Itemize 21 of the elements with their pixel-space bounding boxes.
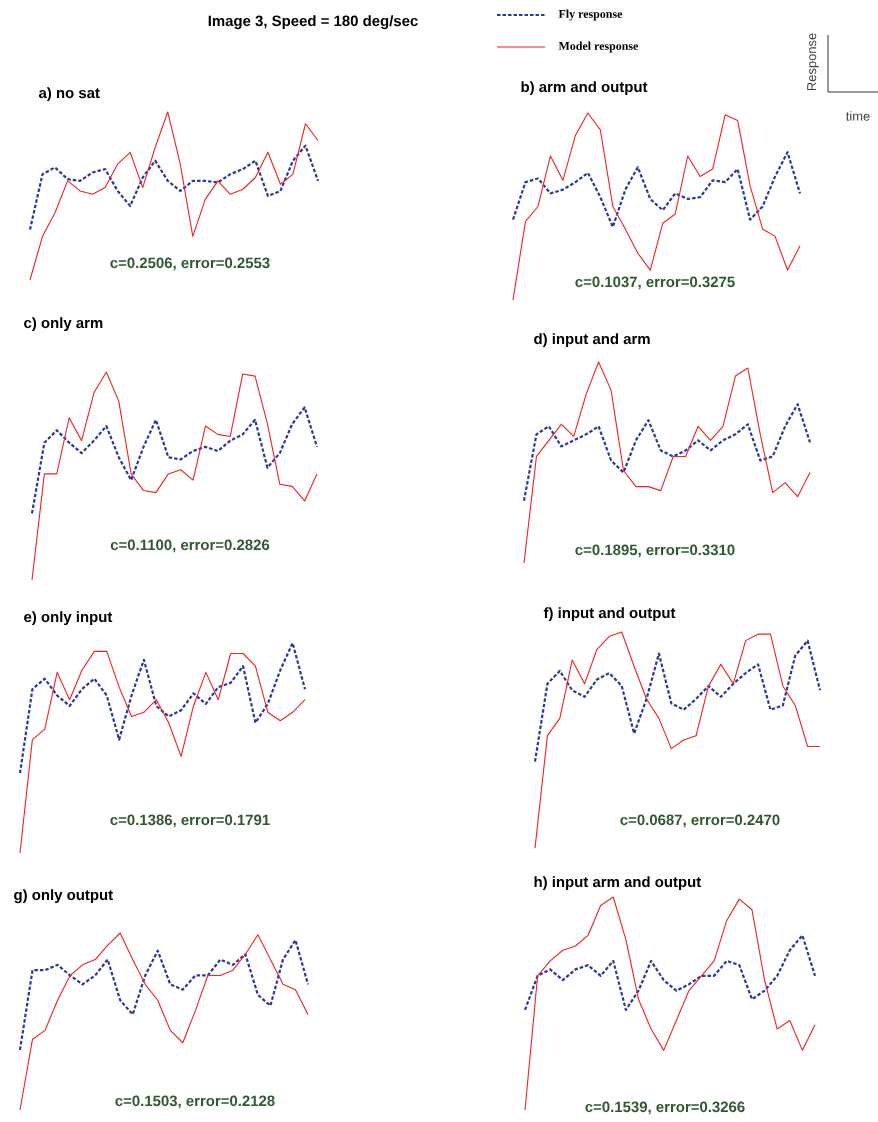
annotation: c=0.1037, error=0.3275 [575, 276, 735, 290]
annotation: c=0.2506, error=0.2553 [110, 257, 270, 271]
chart-title: c) only arm [23, 317, 103, 332]
x-axis-title: time [845, 111, 870, 121]
annotation: c=0.1539, error=0.3266 [585, 1101, 745, 1115]
legend-label: Model response [558, 41, 638, 53]
annotation: c=0.1386, error=0.1791 [110, 814, 270, 828]
y-axis-title: Response [807, 33, 819, 91]
chart-title: g) only output [13, 889, 113, 904]
annotation: c=0.1100, error=0.2826 [110, 539, 270, 553]
annotation: c=0.1503, error=0.2128 [115, 1095, 275, 1109]
annotation: c=0.1895, error=0.3310 [575, 544, 735, 558]
chart-title: Image 3, Speed = 180 deg/sec [208, 15, 418, 30]
legend-label: Fly response [558, 9, 622, 21]
chart-subtitle: a) no sat [38, 87, 100, 102]
chart-title: b) arm and output [521, 81, 648, 96]
chart-title: e) only input [23, 611, 112, 626]
annotation: c=0.0687, error=0.2470 [620, 814, 780, 828]
chart-title: f) input and output [543, 607, 676, 622]
chart-title: h) input arm and output [534, 876, 701, 891]
chart-title: d) input and arm [533, 333, 650, 348]
